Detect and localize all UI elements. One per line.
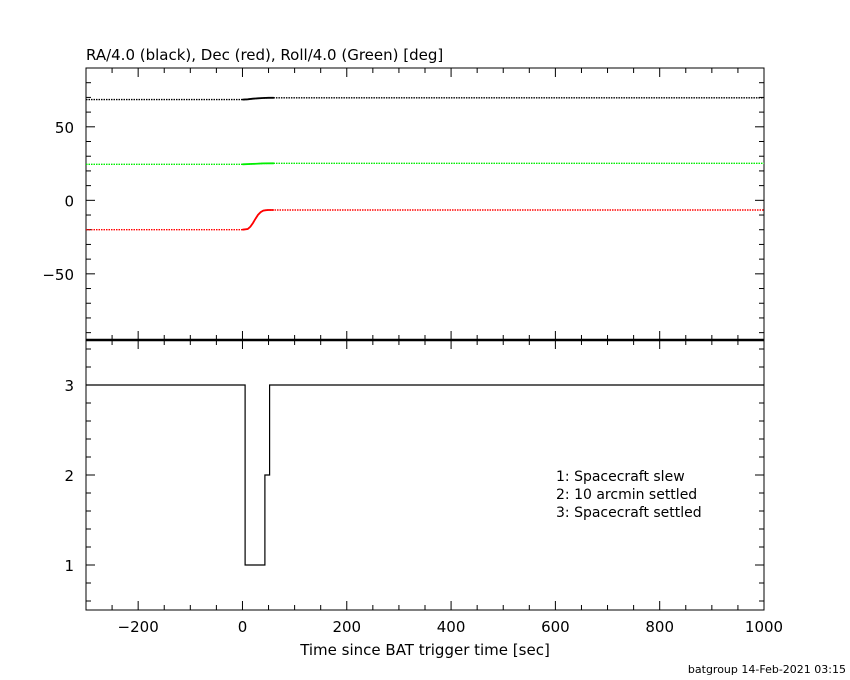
x-tick-label: 400 [437,618,466,636]
top-series-slew-0 [242,96,274,101]
top-series-line-2 [86,162,764,166]
status-legend-line: 2: 10 arcmin settled [556,487,697,503]
bottom-y-tick-label: 3 [64,377,74,395]
top-y-tick-label: −50 [42,266,74,284]
attitude-panel: −50 0 50 [42,67,765,341]
bottom-series-line-0 [86,384,764,566]
top-y-tick-label: 0 [64,192,74,210]
x-tick-label: 1000 [745,618,783,636]
settle-status-panel: 1 2 3 −200 0 200 400 600 800 1000 1: Spacecraft sl… [64,339,783,636]
top-series-slew-1 [242,209,274,231]
x-tick-label: 800 [645,618,674,636]
x-tick-label: 0 [238,618,248,636]
top-series-slew-2 [242,162,274,166]
status-legend-line: 1: Spacecraft slew [556,469,685,485]
top-y-tick-label: 50 [55,119,74,137]
status-legend-line: 3: Spacecraft settled [556,505,702,521]
x-tick-label: 600 [541,618,570,636]
x-tick-label: −200 [118,618,159,636]
chart-title: RA/4.0 (black), Dec (red), Roll/4.0 (Gre… [86,46,443,64]
x-tick-label: 200 [332,618,361,636]
bottom-y-tick-label: 1 [64,557,74,575]
x-axis-label: Time since BAT trigger time [sec] [299,641,550,659]
top-series-line-0 [86,97,764,101]
bottom-y-tick-label: 2 [64,467,74,485]
footer-stamp: batgroup 14-Feb-2021 03:15 [688,663,846,676]
top-plot-frame [85,67,765,341]
top-series-line-1 [86,209,764,231]
